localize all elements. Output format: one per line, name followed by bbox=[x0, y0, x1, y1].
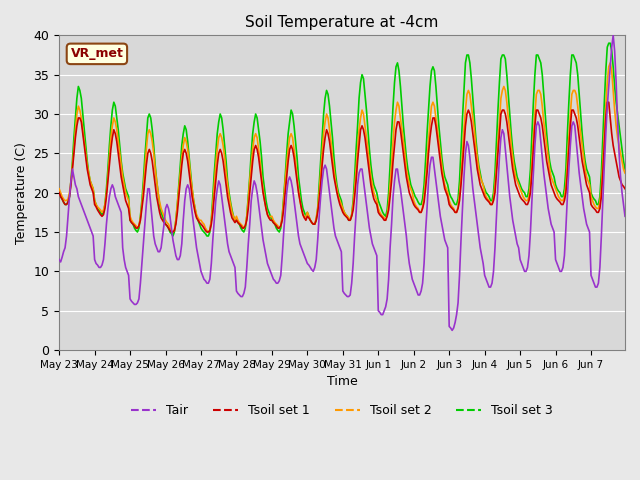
X-axis label: Time: Time bbox=[326, 375, 358, 388]
Y-axis label: Temperature (C): Temperature (C) bbox=[15, 142, 28, 244]
Text: VR_met: VR_met bbox=[70, 48, 124, 60]
Title: Soil Temperature at -4cm: Soil Temperature at -4cm bbox=[245, 15, 439, 30]
Legend: Tair, Tsoil set 1, Tsoil set 2, Tsoil set 3: Tair, Tsoil set 1, Tsoil set 2, Tsoil se… bbox=[126, 399, 558, 422]
